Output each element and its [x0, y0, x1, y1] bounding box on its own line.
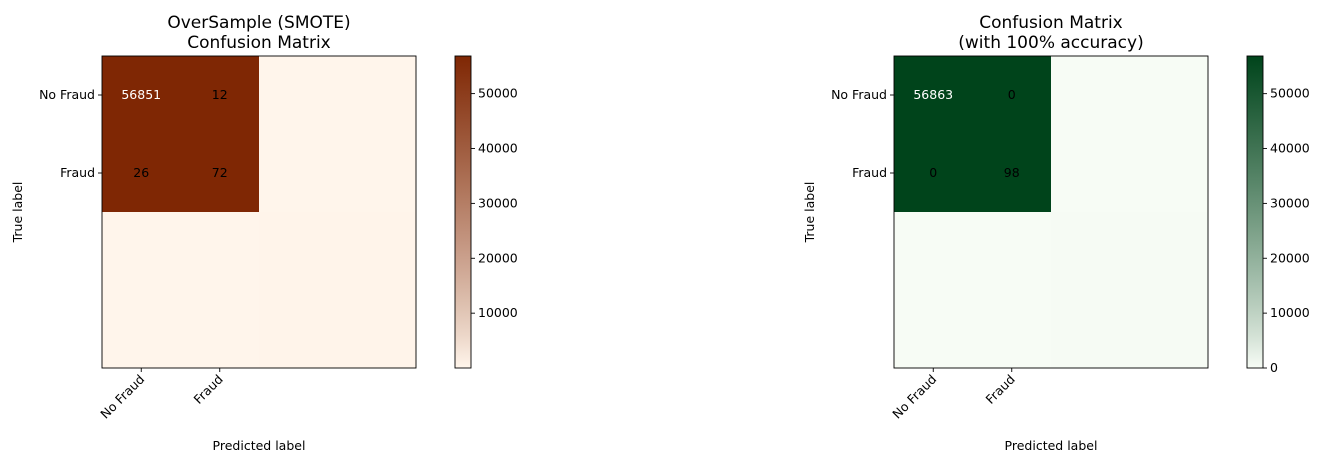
colorbar-tick-label: 0 [1270, 360, 1278, 375]
y-tick-label: Fraud [60, 165, 95, 180]
colorbar [1246, 55, 1264, 369]
colorbar-tick-label: 40000 [1270, 141, 1310, 156]
matrix-cell-r0-c1 [1051, 56, 1209, 213]
colorbar-tick-label: 50000 [478, 86, 518, 101]
colorbar-tick-label: 20000 [1270, 250, 1310, 265]
colorbar-tick-label: 40000 [478, 140, 518, 155]
cell-value-label: 26 [133, 165, 149, 180]
plot-frame [101, 55, 417, 369]
y-tick-label: Fraud [852, 165, 887, 180]
matrix-cell-r1-c1 [1051, 212, 1209, 369]
confusion-matrix-2: 56863 0 0 98 Confusion Matrix(with 100% accu… [802, 13, 1310, 453]
x-tick-label: Fraud [191, 372, 226, 407]
x-tick-label: No Fraud [889, 372, 939, 422]
colorbar-tick-label: 30000 [478, 195, 518, 210]
matrix-cell-r0-c0 [894, 56, 1052, 213]
colorbar-tick-label: 10000 [1270, 305, 1310, 320]
cell-value-label: 12 [212, 87, 228, 102]
x-axis-label: Predicted label [1005, 438, 1098, 453]
cell-value-label: 72 [212, 165, 228, 180]
chart-title-line: OverSample (SMOTE) [167, 13, 350, 33]
chart-title-line: Confusion Matrix [979, 13, 1123, 33]
cell-value-label: 56851 [121, 87, 161, 102]
y-axis-label: True label [802, 182, 817, 244]
matrix-cell-r1-c1 [259, 212, 417, 369]
x-axis-label: Predicted label [213, 438, 306, 453]
cell-value-label: 0 [929, 165, 937, 180]
colorbar-tick-label: 20000 [478, 250, 518, 265]
cell-value-label: 98 [1004, 165, 1020, 180]
x-tick-label: No Fraud [97, 372, 147, 422]
chart-title-line: (with 100% accuracy) [958, 33, 1143, 53]
colorbar-tick-label: 30000 [1270, 195, 1310, 210]
chart-title-line: Confusion Matrix [187, 33, 331, 53]
y-tick-label: No Fraud [39, 87, 95, 102]
matrix-cell-r0-c1 [259, 56, 417, 213]
confusion-matrix-1: 56851 12 26 72 OverSample (SMOTE)Confusion M… [10, 13, 518, 453]
cell-value-label: 0 [1008, 87, 1016, 102]
matrix-cell-r0-c0 [102, 56, 260, 213]
matrix-cell-r1-c0 [894, 212, 1052, 369]
x-tick-label: Fraud [983, 372, 1018, 407]
matrix-cell-r1-c0 [102, 212, 260, 369]
colorbar-tick-label: 10000 [478, 305, 518, 320]
y-axis-label: True label [10, 182, 25, 244]
y-tick-label: No Fraud [831, 87, 887, 102]
cell-value-label: 56863 [913, 87, 953, 102]
plot-frame [893, 55, 1209, 369]
colorbar-tick-label: 50000 [1270, 86, 1310, 101]
colorbar [454, 55, 472, 369]
